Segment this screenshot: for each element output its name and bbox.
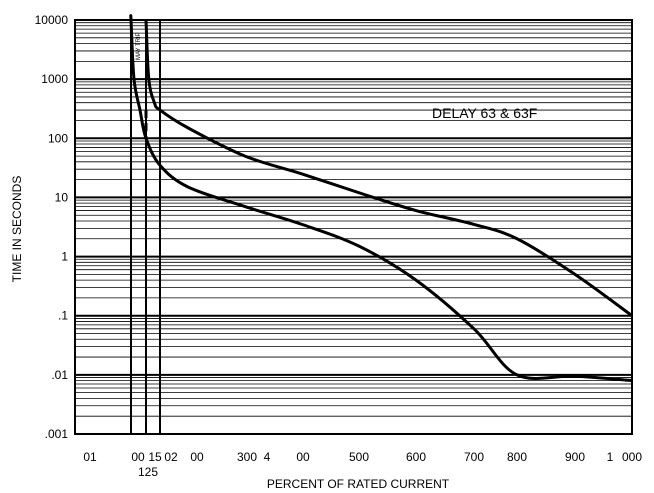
x-tick-label: 600	[406, 450, 426, 464]
curve-1	[129, 14, 633, 383]
x-tick-label: 500	[349, 450, 369, 464]
x-tick-label: 00	[131, 450, 145, 464]
x-tick-label: 15	[148, 450, 162, 464]
x-tick-label: 700	[464, 450, 484, 464]
x-vertical-lines	[130, 20, 161, 434]
curve-2	[144, 19, 633, 317]
grid-minor	[75, 22, 632, 417]
plot-border	[74, 19, 633, 435]
x-tick-label: 01	[83, 450, 97, 464]
x-tick-label: 4	[264, 450, 271, 464]
x-tick-label: 000	[622, 450, 642, 464]
x-tick-label-extra: 125	[138, 465, 158, 479]
y-tick-label: 10000	[35, 13, 69, 27]
x-tick-label: 00	[190, 450, 204, 464]
y-tick-label: 1000	[41, 72, 68, 86]
x-tick-label: 00	[296, 450, 310, 464]
curves	[129, 14, 633, 383]
delay-annotation: DELAY 63 & 63F	[432, 105, 537, 121]
y-tick-label: .1	[58, 309, 68, 323]
y-tick-label: 1	[61, 250, 68, 264]
y-tick-labels: 10000 1000 100 10 1 .1 .01 .001	[35, 13, 69, 441]
y-tick-label: .001	[45, 427, 69, 441]
x-tick-label: 1	[607, 450, 614, 464]
x-tick-label: 300	[237, 450, 257, 464]
x-tick-label: 02	[164, 450, 178, 464]
x-tick-label: 800	[507, 450, 527, 464]
y-tick-label: 10	[55, 190, 69, 204]
y-tick-label: 100	[48, 131, 68, 145]
x-tick-label: 900	[565, 450, 585, 464]
y-axis-title: TIME IN SECONDS	[10, 176, 24, 283]
x-axis-title: PERCENT OF RATED CURRENT	[267, 477, 450, 491]
y-tick-label: .01	[51, 368, 68, 382]
may-trip-annotation: MAY TRIP	[136, 32, 142, 60]
